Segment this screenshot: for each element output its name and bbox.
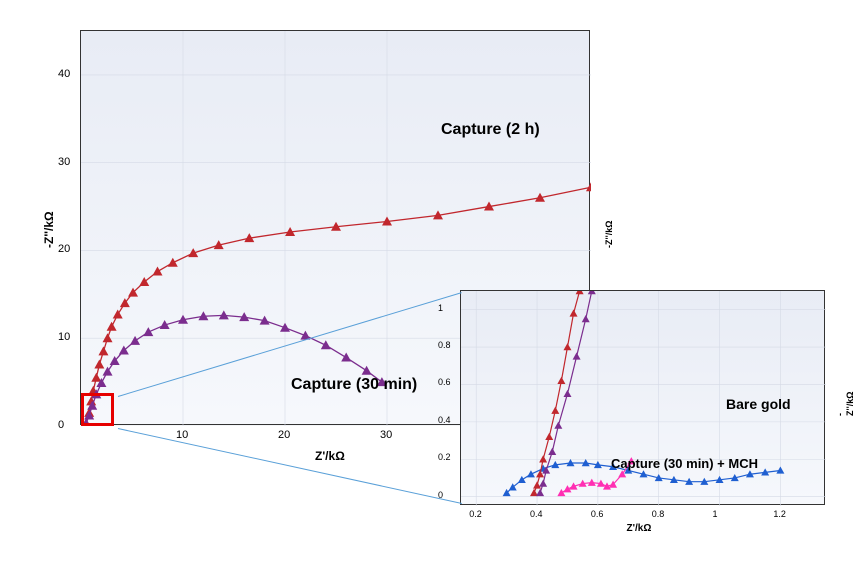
y-tick-label: 10 <box>58 331 70 343</box>
x-tick-label: 30 <box>380 429 392 441</box>
y-tick-label: 0 <box>58 419 64 431</box>
y-tick-label: 0.6 <box>438 377 451 387</box>
inset-chart-panel: Bare gold Capture (30 min) + MCH <box>460 290 825 505</box>
x-tick-label: 0.6 <box>591 509 604 519</box>
y-tick-label: 0.4 <box>438 415 451 425</box>
label-bare-gold: Bare gold <box>726 396 791 412</box>
y-tick-label: 0.2 <box>438 452 451 462</box>
inset-right-y-axis-label: -Z''/kΩ <box>835 391 855 416</box>
x-tick-label: 1.2 <box>773 509 786 519</box>
y-tick-label: 40 <box>58 68 70 80</box>
x-tick-label: 0.4 <box>530 509 543 519</box>
inset-x-axis-label: Z'/kΩ <box>627 523 652 534</box>
main-right-y-axis-label: -Z''/kΩ <box>604 220 614 248</box>
label-capture-30min-mch: Capture (30 min) + MCH <box>611 456 758 471</box>
label-capture-30min: Capture (30 min) <box>291 376 417 394</box>
highlight-box <box>81 393 114 426</box>
y-tick-label: 1 <box>438 303 443 313</box>
y-tick-label: 30 <box>58 156 70 168</box>
x-tick-label: 20 <box>278 429 290 441</box>
x-tick-label: 0.8 <box>652 509 665 519</box>
main-x-axis-label: Z'/kΩ <box>315 449 345 463</box>
y-tick-label: 0.8 <box>438 340 451 350</box>
y-tick-label: 0 <box>438 490 443 500</box>
x-tick-label: 0.2 <box>469 509 482 519</box>
figure-canvas: { "main_chart": { "type": "scatter-line"… <box>0 0 860 571</box>
y-tick-label: 20 <box>58 243 70 255</box>
label-capture-2h: Capture (2 h) <box>441 121 540 139</box>
main-y-axis-label: -Z''/kΩ <box>42 211 56 248</box>
x-tick-label: 10 <box>176 429 188 441</box>
x-tick-label: 1 <box>713 509 718 519</box>
